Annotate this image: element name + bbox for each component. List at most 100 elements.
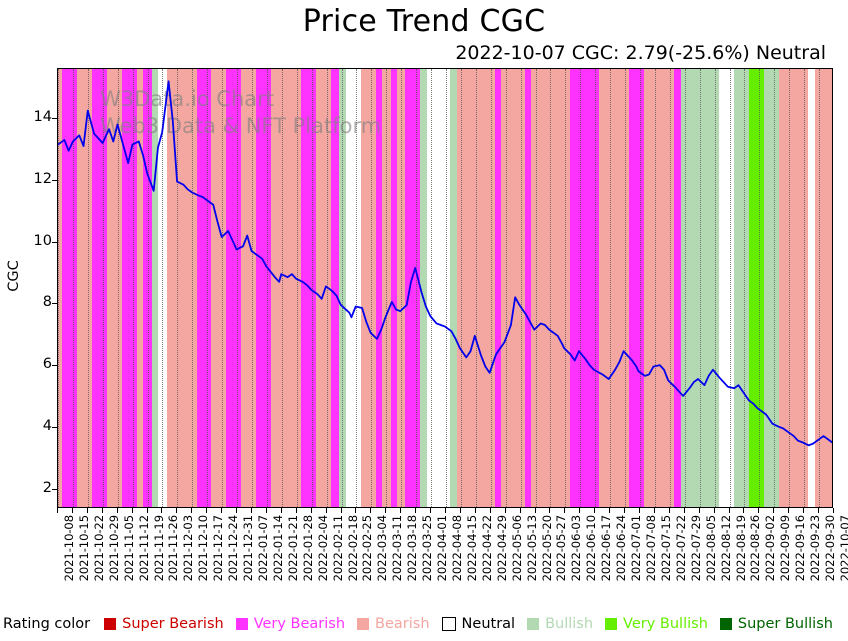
x-tick-mark (265, 508, 267, 513)
x-tick-label: 2022-08-12 (718, 515, 733, 582)
legend-entry-bullish[interactable]: Bullish (527, 616, 593, 632)
x-tick-mark (609, 508, 611, 513)
gridline (192, 69, 194, 507)
x-tick-mark (71, 508, 73, 513)
gridline (252, 69, 253, 507)
x-tick-label: 2022-07-29 (688, 515, 703, 582)
x-tick-label: 2021-10-15 (76, 515, 91, 582)
x-tick-label: 2021-12-24 (226, 515, 241, 582)
x-tick-label: 2022-04-08 (450, 515, 464, 582)
legend-entry-very-bearish[interactable]: Very Bearish (235, 616, 346, 632)
rating-band-bearish (599, 69, 630, 507)
legend-label: Bearish (375, 616, 430, 632)
x-tick-mark (280, 508, 282, 513)
legend-entry-super-bullish[interactable]: Super Bullish (719, 616, 833, 632)
x-tick-mark (430, 508, 432, 513)
legend-title: Rating color (3, 616, 91, 632)
x-tick-label: 2022-09-16 (793, 515, 808, 582)
x-tick-label: 2021-11-12 (136, 515, 151, 582)
legend-entry-super-bearish[interactable]: Super Bearish (104, 616, 224, 632)
gridline (819, 69, 821, 507)
gridline (222, 69, 224, 507)
legend-entry-very-bullish[interactable]: Very Bullish (605, 616, 708, 632)
gridline (147, 69, 149, 507)
x-tick-label: 2021-10-29 (106, 515, 121, 582)
x-tick-mark (191, 508, 193, 513)
gridline (640, 69, 641, 507)
rating-band-bearish (531, 69, 570, 507)
x-tick-mark (236, 508, 238, 513)
gridline (580, 69, 582, 507)
x-tick-mark (549, 508, 551, 513)
y-tick-label: 14 (33, 108, 52, 125)
gridline (535, 69, 537, 507)
x-tick-mark (683, 508, 685, 513)
x-tick-mark (415, 508, 417, 513)
gridline (296, 69, 298, 507)
x-tick-mark (639, 508, 640, 513)
rating-band-very-bearish (524, 69, 532, 507)
x-tick-mark (713, 508, 715, 513)
x-tick-mark (803, 508, 805, 513)
x-tick-label: 2022-04-22 (479, 515, 494, 582)
y-tick-label: 2 (42, 480, 52, 497)
rating-band-neutral (808, 69, 815, 507)
plot-area: W3Data.io Chart Web3 Data & NFT Platform (57, 68, 833, 508)
x-tick-label: 2021-11-05 (121, 515, 136, 582)
x-tick-mark (579, 508, 581, 513)
x-tick-label: 2022-06-10 (584, 515, 599, 582)
x-tick-mark (564, 508, 566, 513)
rating-band-bullish (450, 69, 457, 507)
gridline (102, 69, 104, 507)
legend: Rating color Super Bearish Very Bearish Be… (0, 612, 848, 636)
x-tick-mark (116, 508, 118, 513)
rating-band-very-bearish (390, 69, 397, 507)
gridline (431, 69, 433, 507)
gridline (416, 69, 418, 507)
rating-band-very-bearish (143, 69, 152, 507)
gridline (356, 69, 358, 507)
x-tick-mark (370, 508, 372, 513)
x-tick-mark (385, 508, 387, 513)
gridline (460, 69, 462, 507)
x-tick-mark (176, 508, 178, 513)
legend-label: Very Bearish (253, 616, 346, 632)
gridline (714, 69, 716, 507)
gridline (87, 69, 89, 507)
legend-entry-bearish[interactable]: Bearish (357, 616, 430, 632)
x-tick-label: 2022-07-22 (673, 515, 688, 582)
gridline (401, 69, 403, 507)
rating-band-bearish (501, 69, 525, 507)
x-tick-mark (146, 508, 148, 513)
y-tick-label: 4 (42, 418, 52, 435)
gridline (595, 69, 597, 507)
x-tick-label: 2022-01-21 (285, 515, 300, 582)
x-tick-label: 2022-08-05 (703, 515, 718, 582)
legend-label: Super Bullish (737, 616, 833, 632)
x-tick-label: 2022-04-01 (435, 515, 450, 582)
legend-label: Very Bullish (623, 616, 708, 632)
gridline (72, 69, 74, 507)
rating-band-very-bearish (569, 69, 600, 507)
x-tick-mark (474, 508, 476, 513)
legend-entry-neutral[interactable]: Neutral (441, 616, 515, 632)
x-tick-mark (818, 508, 820, 513)
x-tick-label: 2022-03-25 (420, 515, 435, 582)
x-tick-label: 2022-02-04 (315, 515, 330, 582)
x-tick-label: 2021-12-03 (181, 515, 196, 582)
x-tick-label: 2022-06-24 (614, 515, 629, 582)
gridline (520, 69, 522, 507)
y-tick-mark (52, 427, 57, 429)
rating-band-very-bearish (674, 69, 681, 507)
x-tick-label: 2022-06-03 (569, 515, 584, 582)
legend-swatch-icon (104, 618, 117, 630)
x-tick-label: 2022-04-15 (464, 515, 479, 582)
gridline (744, 69, 746, 507)
x-tick-mark (534, 508, 536, 513)
x-tick-mark (57, 508, 58, 513)
gridline (505, 69, 507, 507)
x-tick-mark (624, 508, 626, 513)
x-tick-mark (504, 508, 506, 513)
x-tick-label: 2022-01-07 (256, 515, 270, 582)
legend-swatch-icon (605, 618, 618, 630)
